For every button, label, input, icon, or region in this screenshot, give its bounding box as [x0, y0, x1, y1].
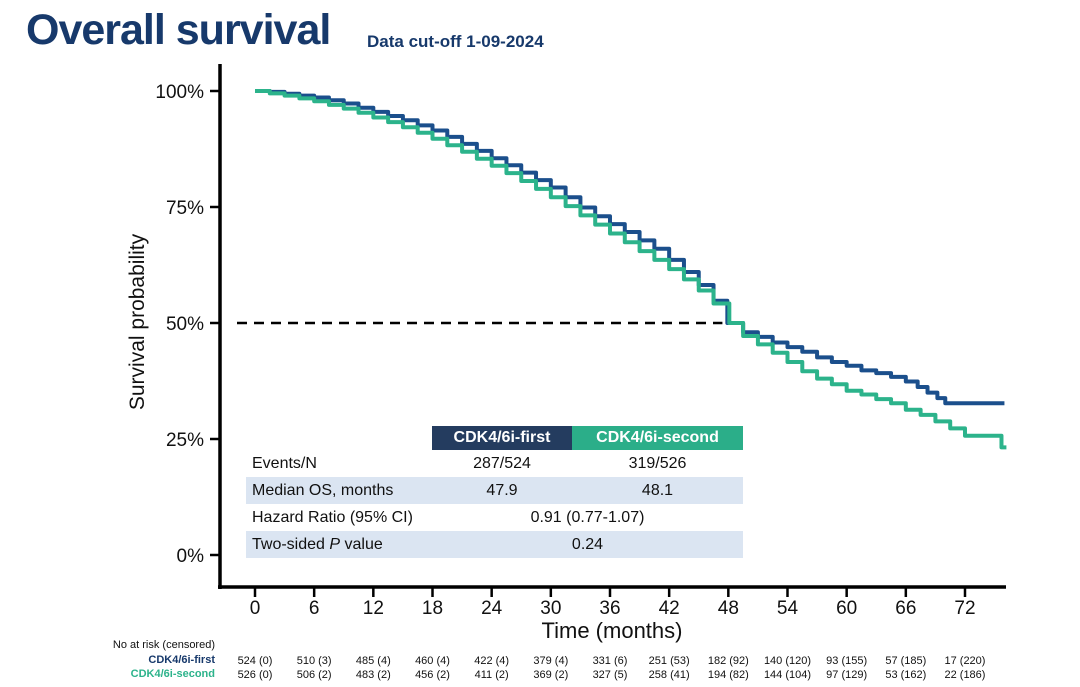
- stats-row-label: Median OS, months: [252, 481, 394, 499]
- stats-row-label: Hazard Ratio (95% CI): [252, 508, 413, 526]
- median-first-value: 47.9: [486, 481, 518, 499]
- stats-row-median-os: Median OS, months 47.9 48.1: [246, 477, 743, 504]
- at-risk-count: 182 (92): [708, 655, 749, 667]
- y-tick-label: 75%: [166, 198, 204, 219]
- stats-row-p-value: Two-sided P value 0.24: [246, 531, 743, 558]
- at-risk-count: 483 (2): [356, 669, 391, 681]
- km-curve-cdk4-6i-second: [255, 89, 1007, 450]
- hazard-ratio-value: 0.91 (0.77-1.07): [530, 508, 645, 526]
- at-risk-count: 194 (82): [708, 669, 749, 681]
- x-tick-label: 72: [954, 598, 975, 619]
- at-risk-count: 258 (41): [649, 669, 690, 681]
- y-tick-label: 25%: [166, 430, 204, 451]
- at-risk-count: 510 (3): [297, 655, 332, 667]
- x-tick-label: 0: [250, 598, 261, 619]
- at-risk-count: 379 (4): [533, 655, 568, 667]
- x-tick-label: 60: [836, 598, 857, 619]
- at-risk-label-cdk46i-first: CDK4/6i-first: [148, 654, 215, 666]
- at-risk-count: 93 (155): [826, 655, 867, 667]
- at-risk-count: 140 (120): [764, 655, 811, 667]
- at-risk-count: 485 (4): [356, 655, 391, 667]
- at-risk-count: 456 (2): [415, 669, 450, 681]
- at-risk-count: 411 (2): [475, 669, 509, 681]
- x-tick-label: 24: [481, 598, 503, 619]
- x-tick-label: 18: [422, 598, 443, 619]
- at-risk-count: 22 (186): [944, 669, 985, 681]
- x-tick-label: 6: [309, 598, 320, 619]
- stats-row-label: Two-sided P value: [246, 536, 432, 554]
- data-cutoff-label: Data cut-off 1-09-2024: [367, 32, 544, 51]
- p-value: 0.24: [571, 535, 604, 553]
- at-risk-count: 460 (4): [415, 655, 450, 667]
- stats-row-events: Events/N 287/524 319/526: [246, 450, 743, 477]
- x-tick-label: 12: [363, 598, 384, 619]
- at-risk-count: 53 (162): [885, 669, 926, 681]
- y-tick-label: 50%: [166, 314, 204, 335]
- at-risk-count: 327 (5): [593, 669, 628, 681]
- at-risk-count: 524 (0): [238, 655, 273, 667]
- stats-row-label: Events/N: [252, 454, 317, 472]
- legend-cdk46i-first: CDK4/6i-first: [432, 426, 572, 450]
- at-risk-count: 144 (104): [764, 669, 811, 681]
- p-label-suffix: value: [340, 535, 383, 553]
- at-risk-count: 17 (220): [944, 655, 985, 667]
- x-tick-label: 42: [659, 598, 680, 619]
- stats-row-hazard-ratio: Hazard Ratio (95% CI) 0.91 (0.77-1.07): [246, 504, 743, 531]
- x-tick-label: 36: [599, 598, 620, 619]
- at-risk-count: 331 (6): [593, 655, 628, 667]
- at-risk-label-cdk46i-second: CDK4/6i-second: [130, 668, 215, 680]
- at-risk-count: 97 (129): [826, 669, 867, 681]
- y-tick-label: 100%: [155, 82, 204, 103]
- at-risk-count: 57 (185): [885, 655, 926, 667]
- at-risk-count: 506 (2): [297, 669, 332, 681]
- events-first-value: 287/524: [473, 454, 531, 472]
- y-tick-label: 0%: [177, 546, 205, 567]
- p-label-italic: P: [329, 535, 341, 553]
- at-risk-count: 422 (4): [474, 655, 509, 667]
- x-tick-label: 66: [895, 598, 916, 619]
- at-risk-caption: No at risk (censored): [112, 639, 215, 651]
- x-tick-label: 30: [540, 598, 561, 619]
- legend-cdk46i-second: CDK4/6i-second: [572, 426, 743, 450]
- p-label-prefix: Two-sided: [252, 535, 330, 553]
- km-curve-cdk4-6i-first: [255, 89, 1005, 406]
- x-tick-label: 54: [777, 598, 799, 619]
- events-second-value: 319/526: [628, 454, 687, 472]
- median-second-value: 48.1: [641, 481, 674, 499]
- at-risk-count: 526 (0): [238, 669, 273, 681]
- at-risk-count: 369 (2): [533, 669, 568, 681]
- stats-header-row: CDK4/6i-first CDK4/6i-second: [246, 426, 743, 450]
- x-axis-title: Time (months): [542, 618, 683, 643]
- x-tick-label: 48: [718, 598, 739, 619]
- at-risk-count: 251 (53): [649, 655, 690, 667]
- page-title: Overall survival: [26, 6, 331, 54]
- stats-table: CDK4/6i-first CDK4/6i-second Events/N 28…: [246, 426, 743, 558]
